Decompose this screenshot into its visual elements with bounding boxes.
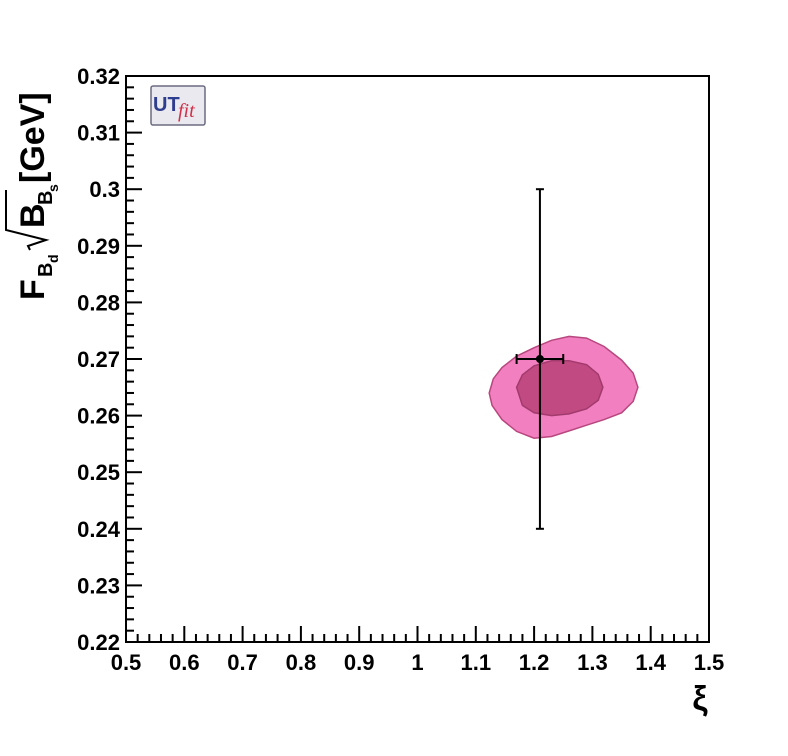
y-tick-label: 0.23 (77, 573, 120, 598)
y-tick-label: 0.32 (77, 64, 120, 89)
y-tick-label: 0.27 (77, 347, 120, 372)
y-tick-label: 0.26 (77, 404, 120, 429)
logo-ut-text: UT (153, 94, 180, 116)
x-tick-label: 0.5 (111, 650, 142, 675)
y-tick-label: 0.31 (77, 121, 120, 146)
contour-regions (488, 335, 639, 439)
y-label-F-sub: B (35, 263, 57, 277)
x-tick-label: 0.9 (344, 650, 375, 675)
y-tick-label: 0.24 (77, 517, 121, 542)
tick-labels: 0.5 0.6 0.7 0.8 0.9 1 1.1 1.2 1.3 1.4 1.5 0.22 0.23 0… (77, 64, 724, 675)
y-tick-label: 0.22 (77, 630, 120, 655)
x-tick-label: 1.1 (461, 650, 492, 675)
logo-fit-text: fit (178, 100, 195, 122)
measurement-point (515, 188, 565, 530)
y-label-B-subsub: s (45, 184, 61, 192)
plot-frame (125, 75, 710, 643)
x-tick-label: 1.2 (519, 650, 550, 675)
y-tick-label: 0.3 (89, 177, 120, 202)
data-point (535, 355, 544, 363)
y-label-F-subsub: d (45, 254, 61, 263)
x-tick-label: 1.3 (577, 650, 608, 675)
sqrt-sign (5, 190, 50, 251)
x-axis-label: ξ (692, 680, 708, 718)
y-tick-label: 0.25 (77, 460, 120, 485)
y-label-unit: [GeV] (14, 92, 52, 183)
x-tick-label: 0.8 (286, 650, 317, 675)
x-tick-label: 1.4 (635, 650, 666, 675)
y-label-B: B (14, 203, 52, 228)
axis-ticks (125, 75, 710, 643)
x-tick-label: 0.7 (227, 650, 258, 675)
x-tick-label: 0.6 (169, 650, 200, 675)
utfit-logo: UT fit (150, 85, 206, 126)
y-tick-label: 0.29 (77, 234, 120, 259)
y-axis-label: F B d B B s [GeV] (5, 92, 61, 300)
y-label-B-sub: B (35, 191, 57, 205)
x-tick-label: 1.5 (694, 650, 725, 675)
y-tick-label: 0.28 (77, 290, 120, 315)
x-tick-label: 1 (411, 650, 423, 675)
y-label-F: F (14, 279, 52, 300)
